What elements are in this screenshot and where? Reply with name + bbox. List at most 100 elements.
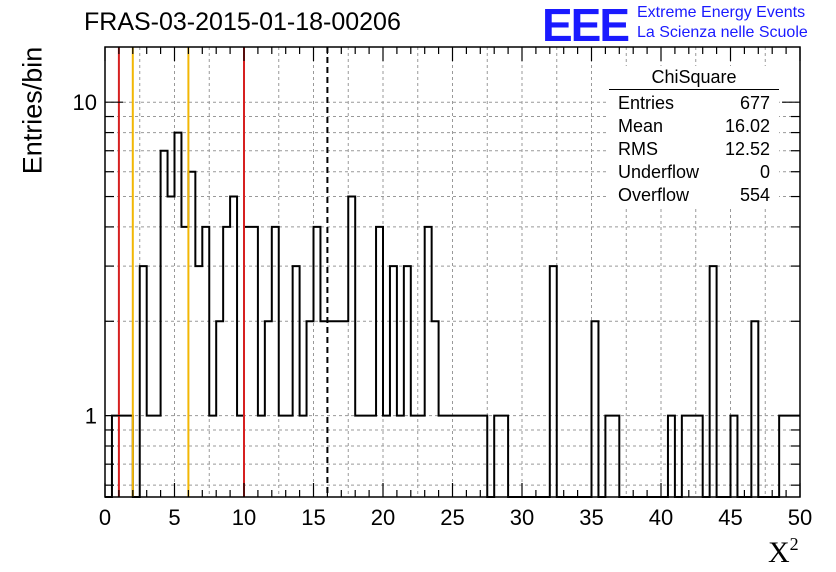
x-tick-label: 45	[718, 505, 742, 530]
histogram-bin	[341, 321, 348, 497]
histogram-bin	[459, 416, 466, 497]
histogram-bin	[446, 416, 453, 497]
histogram-bin	[293, 266, 300, 497]
histogram-bin	[272, 227, 279, 497]
histogram-bin	[286, 416, 293, 497]
y-tick-label: 1	[85, 404, 97, 429]
x-tick-label: 15	[301, 505, 325, 530]
x-tick-label: 20	[371, 505, 395, 530]
stats-value: 12.52	[724, 139, 770, 159]
histogram-bin	[779, 416, 786, 497]
histogram-bin	[209, 416, 216, 497]
stats-value: 554	[739, 185, 770, 205]
histogram-bin	[411, 416, 418, 497]
x-tick-label: 25	[440, 505, 464, 530]
stats-title: ChiSquare	[609, 66, 779, 90]
histogram-bin	[188, 172, 195, 497]
x-tick-label: 40	[649, 505, 673, 530]
x-tick-label: 35	[579, 505, 603, 530]
histogram-bin	[348, 197, 355, 497]
histogram-bin	[501, 416, 508, 497]
x-axis-label-base: X	[768, 536, 790, 569]
histogram-bin	[473, 416, 480, 497]
logo-line-1: Extreme Energy Events	[637, 4, 806, 21]
histogram-bin	[175, 133, 182, 497]
histogram-bin	[383, 416, 390, 497]
histogram-bin	[181, 227, 188, 497]
histogram-bin	[592, 321, 599, 497]
histogram-bin	[494, 416, 501, 497]
histogram-bin	[251, 227, 258, 497]
histogram-bin	[751, 321, 758, 497]
histogram-bin	[216, 321, 223, 497]
stats-row: Entries 677	[609, 92, 779, 115]
histogram-bin	[244, 227, 251, 497]
histogram-bin	[320, 321, 327, 497]
histogram-bin	[376, 227, 383, 497]
stats-row: RMS 12.52	[609, 138, 779, 161]
histogram-bin	[432, 321, 439, 497]
stats-label: RMS	[618, 139, 658, 159]
x-axis-label-superscript: 2	[789, 534, 799, 554]
histogram-bin	[237, 416, 244, 497]
histogram-bin	[279, 416, 286, 497]
stats-value: 677	[739, 93, 770, 113]
x-tick-label: 0	[99, 505, 111, 530]
histogram-bin	[696, 416, 703, 497]
logo-line-2: La Scienza nelle Scuole	[637, 24, 808, 41]
histogram-bin	[369, 416, 376, 497]
stats-value: 16.02	[724, 116, 770, 136]
histogram-bin	[404, 266, 411, 497]
eee-logo: EEE	[542, 0, 630, 51]
histogram-bin	[258, 416, 265, 497]
histogram-bin	[397, 416, 404, 497]
histogram-bin	[314, 227, 321, 497]
stats-row: Underflow 0	[609, 161, 779, 184]
histogram-bin	[425, 227, 432, 497]
y-tick-label: 10	[73, 90, 97, 115]
histogram-bin	[453, 416, 460, 497]
stats-box: ChiSquare Entries 677 Mean 16.02 RMS 12.52 …	[609, 66, 779, 207]
logo-caption: Extreme Energy Events La Scienza nelle S…	[637, 3, 808, 43]
stats-row: Overflow 554	[609, 184, 779, 207]
x-tick-label: 10	[232, 505, 256, 530]
histogram-bin	[300, 416, 307, 497]
histogram-bin	[689, 416, 696, 497]
histogram-bin	[334, 321, 341, 497]
histogram-bin	[126, 416, 133, 497]
x-tick-label: 5	[168, 505, 180, 530]
x-tick-label: 30	[510, 505, 534, 530]
histogram-bin	[223, 227, 230, 497]
histogram-bin	[682, 416, 689, 497]
stats-label: Overflow	[618, 185, 690, 205]
chart-title: FRAS-03-2015-01-18-00206	[84, 8, 401, 36]
y-axis-label: Entries/bin	[17, 46, 48, 175]
histogram-bin	[195, 266, 202, 497]
histogram-bin	[230, 197, 237, 497]
stats-value: 0	[759, 162, 770, 182]
histogram-bin	[390, 266, 397, 497]
histogram-bin	[327, 321, 334, 497]
histogram-bin	[668, 416, 675, 497]
stats-row: Mean 16.02	[609, 115, 779, 138]
histogram-bin	[307, 321, 314, 497]
histogram-bin	[710, 266, 717, 497]
histogram-bin	[605, 416, 612, 497]
histogram-bin	[731, 416, 738, 497]
histogram-bin	[612, 416, 619, 497]
histogram-bin	[550, 266, 557, 497]
histogram-bin	[161, 151, 168, 497]
histogram-bin	[168, 197, 175, 497]
stats-label: Entries	[618, 93, 675, 113]
histogram-bin	[119, 416, 126, 497]
histogram-bin	[202, 227, 209, 497]
histogram-bin	[355, 416, 362, 497]
stats-label: Mean	[618, 116, 664, 136]
histogram-bin	[466, 416, 473, 497]
stats-label: Underflow	[618, 162, 700, 182]
x-tick-label: 50	[788, 505, 812, 530]
histogram-bin	[439, 416, 446, 497]
histogram-bin	[362, 416, 369, 497]
histogram-bin	[265, 321, 272, 497]
